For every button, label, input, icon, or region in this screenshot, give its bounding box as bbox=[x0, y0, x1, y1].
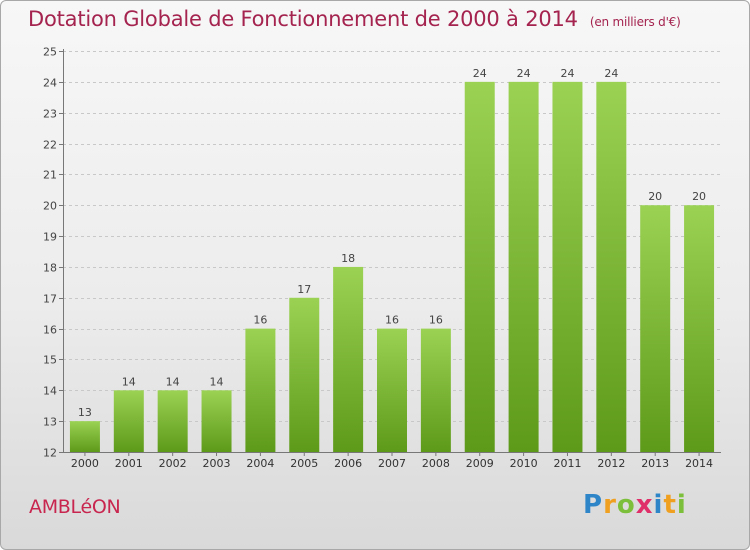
bar bbox=[245, 328, 276, 452]
bar bbox=[201, 390, 232, 452]
x-tick-label: 2008 bbox=[422, 457, 450, 470]
labels: 12 13 14 15 16 17 18 19 20 21 22 23 24 25 13 2000 14 2001… bbox=[43, 46, 713, 471]
chart-title: Dotation Globale de Fonctionnement de 20… bbox=[28, 7, 681, 31]
data-label: 16 bbox=[253, 314, 267, 327]
data-label: 17 bbox=[297, 283, 311, 296]
bar bbox=[684, 205, 715, 452]
x-tick-label: 2013 bbox=[641, 457, 669, 470]
x-tick-label: 2006 bbox=[334, 457, 362, 470]
axes bbox=[59, 49, 721, 456]
y-tick-label: 23 bbox=[43, 108, 57, 121]
y-tick-label: 25 bbox=[43, 46, 57, 59]
y-tick-label: 14 bbox=[43, 385, 57, 398]
data-label: 24 bbox=[473, 67, 487, 80]
x-tick-label: 2014 bbox=[685, 457, 713, 470]
y-tick-label: 13 bbox=[43, 416, 57, 429]
x-tick-label: 2000 bbox=[71, 457, 99, 470]
x-tick-label: 2012 bbox=[597, 457, 625, 470]
data-label: 24 bbox=[604, 67, 618, 80]
y-tick-label: 24 bbox=[43, 77, 57, 90]
x-tick-label: 2001 bbox=[115, 457, 143, 470]
bar bbox=[289, 297, 320, 452]
bar bbox=[157, 390, 188, 452]
data-label: 14 bbox=[166, 375, 180, 388]
x-tick-label: 2010 bbox=[510, 457, 538, 470]
data-label: 20 bbox=[692, 190, 706, 203]
bar bbox=[420, 328, 451, 452]
y-tick-label: 19 bbox=[43, 231, 57, 244]
x-tick-label: 2005 bbox=[290, 457, 318, 470]
data-label: 18 bbox=[341, 252, 355, 265]
y-tick-label: 20 bbox=[43, 200, 57, 213]
chart-title-text: Dotation Globale de Fonctionnement de 20… bbox=[28, 7, 578, 31]
y-tick-label: 16 bbox=[43, 324, 57, 337]
commune-name: AMBLéON bbox=[29, 496, 121, 518]
bars bbox=[69, 81, 715, 452]
data-label: 14 bbox=[210, 375, 224, 388]
data-label: 13 bbox=[78, 406, 92, 419]
bar bbox=[113, 390, 144, 452]
bar bbox=[69, 421, 100, 452]
bar bbox=[640, 205, 671, 452]
y-tick-label: 15 bbox=[43, 354, 57, 367]
y-tick-label: 22 bbox=[43, 139, 57, 152]
y-tick-label: 18 bbox=[43, 262, 57, 275]
data-label: 16 bbox=[385, 314, 399, 327]
data-label: 14 bbox=[122, 375, 136, 388]
data-label: 16 bbox=[429, 314, 443, 327]
x-tick-label: 2004 bbox=[246, 457, 274, 470]
data-label: 24 bbox=[560, 67, 574, 80]
bar bbox=[596, 81, 627, 452]
x-tick-label: 2009 bbox=[466, 457, 494, 470]
x-tick-label: 2002 bbox=[159, 457, 187, 470]
chart-subtitle: (en milliers d'€) bbox=[589, 15, 681, 29]
bar bbox=[333, 266, 364, 452]
x-tick-label: 2007 bbox=[378, 457, 406, 470]
bar bbox=[377, 328, 407, 452]
bar bbox=[464, 81, 495, 452]
bar bbox=[508, 81, 539, 452]
x-tick-label: 2003 bbox=[203, 457, 231, 470]
data-label: 20 bbox=[648, 190, 662, 203]
data-label: 24 bbox=[517, 67, 531, 80]
bar bbox=[552, 81, 583, 452]
proxiti-logo: Proxiti bbox=[583, 490, 687, 520]
x-tick-label: 2011 bbox=[553, 457, 581, 470]
y-tick-label: 17 bbox=[43, 293, 57, 306]
y-tick-label: 21 bbox=[43, 169, 57, 182]
y-tick-label: 12 bbox=[43, 447, 57, 460]
